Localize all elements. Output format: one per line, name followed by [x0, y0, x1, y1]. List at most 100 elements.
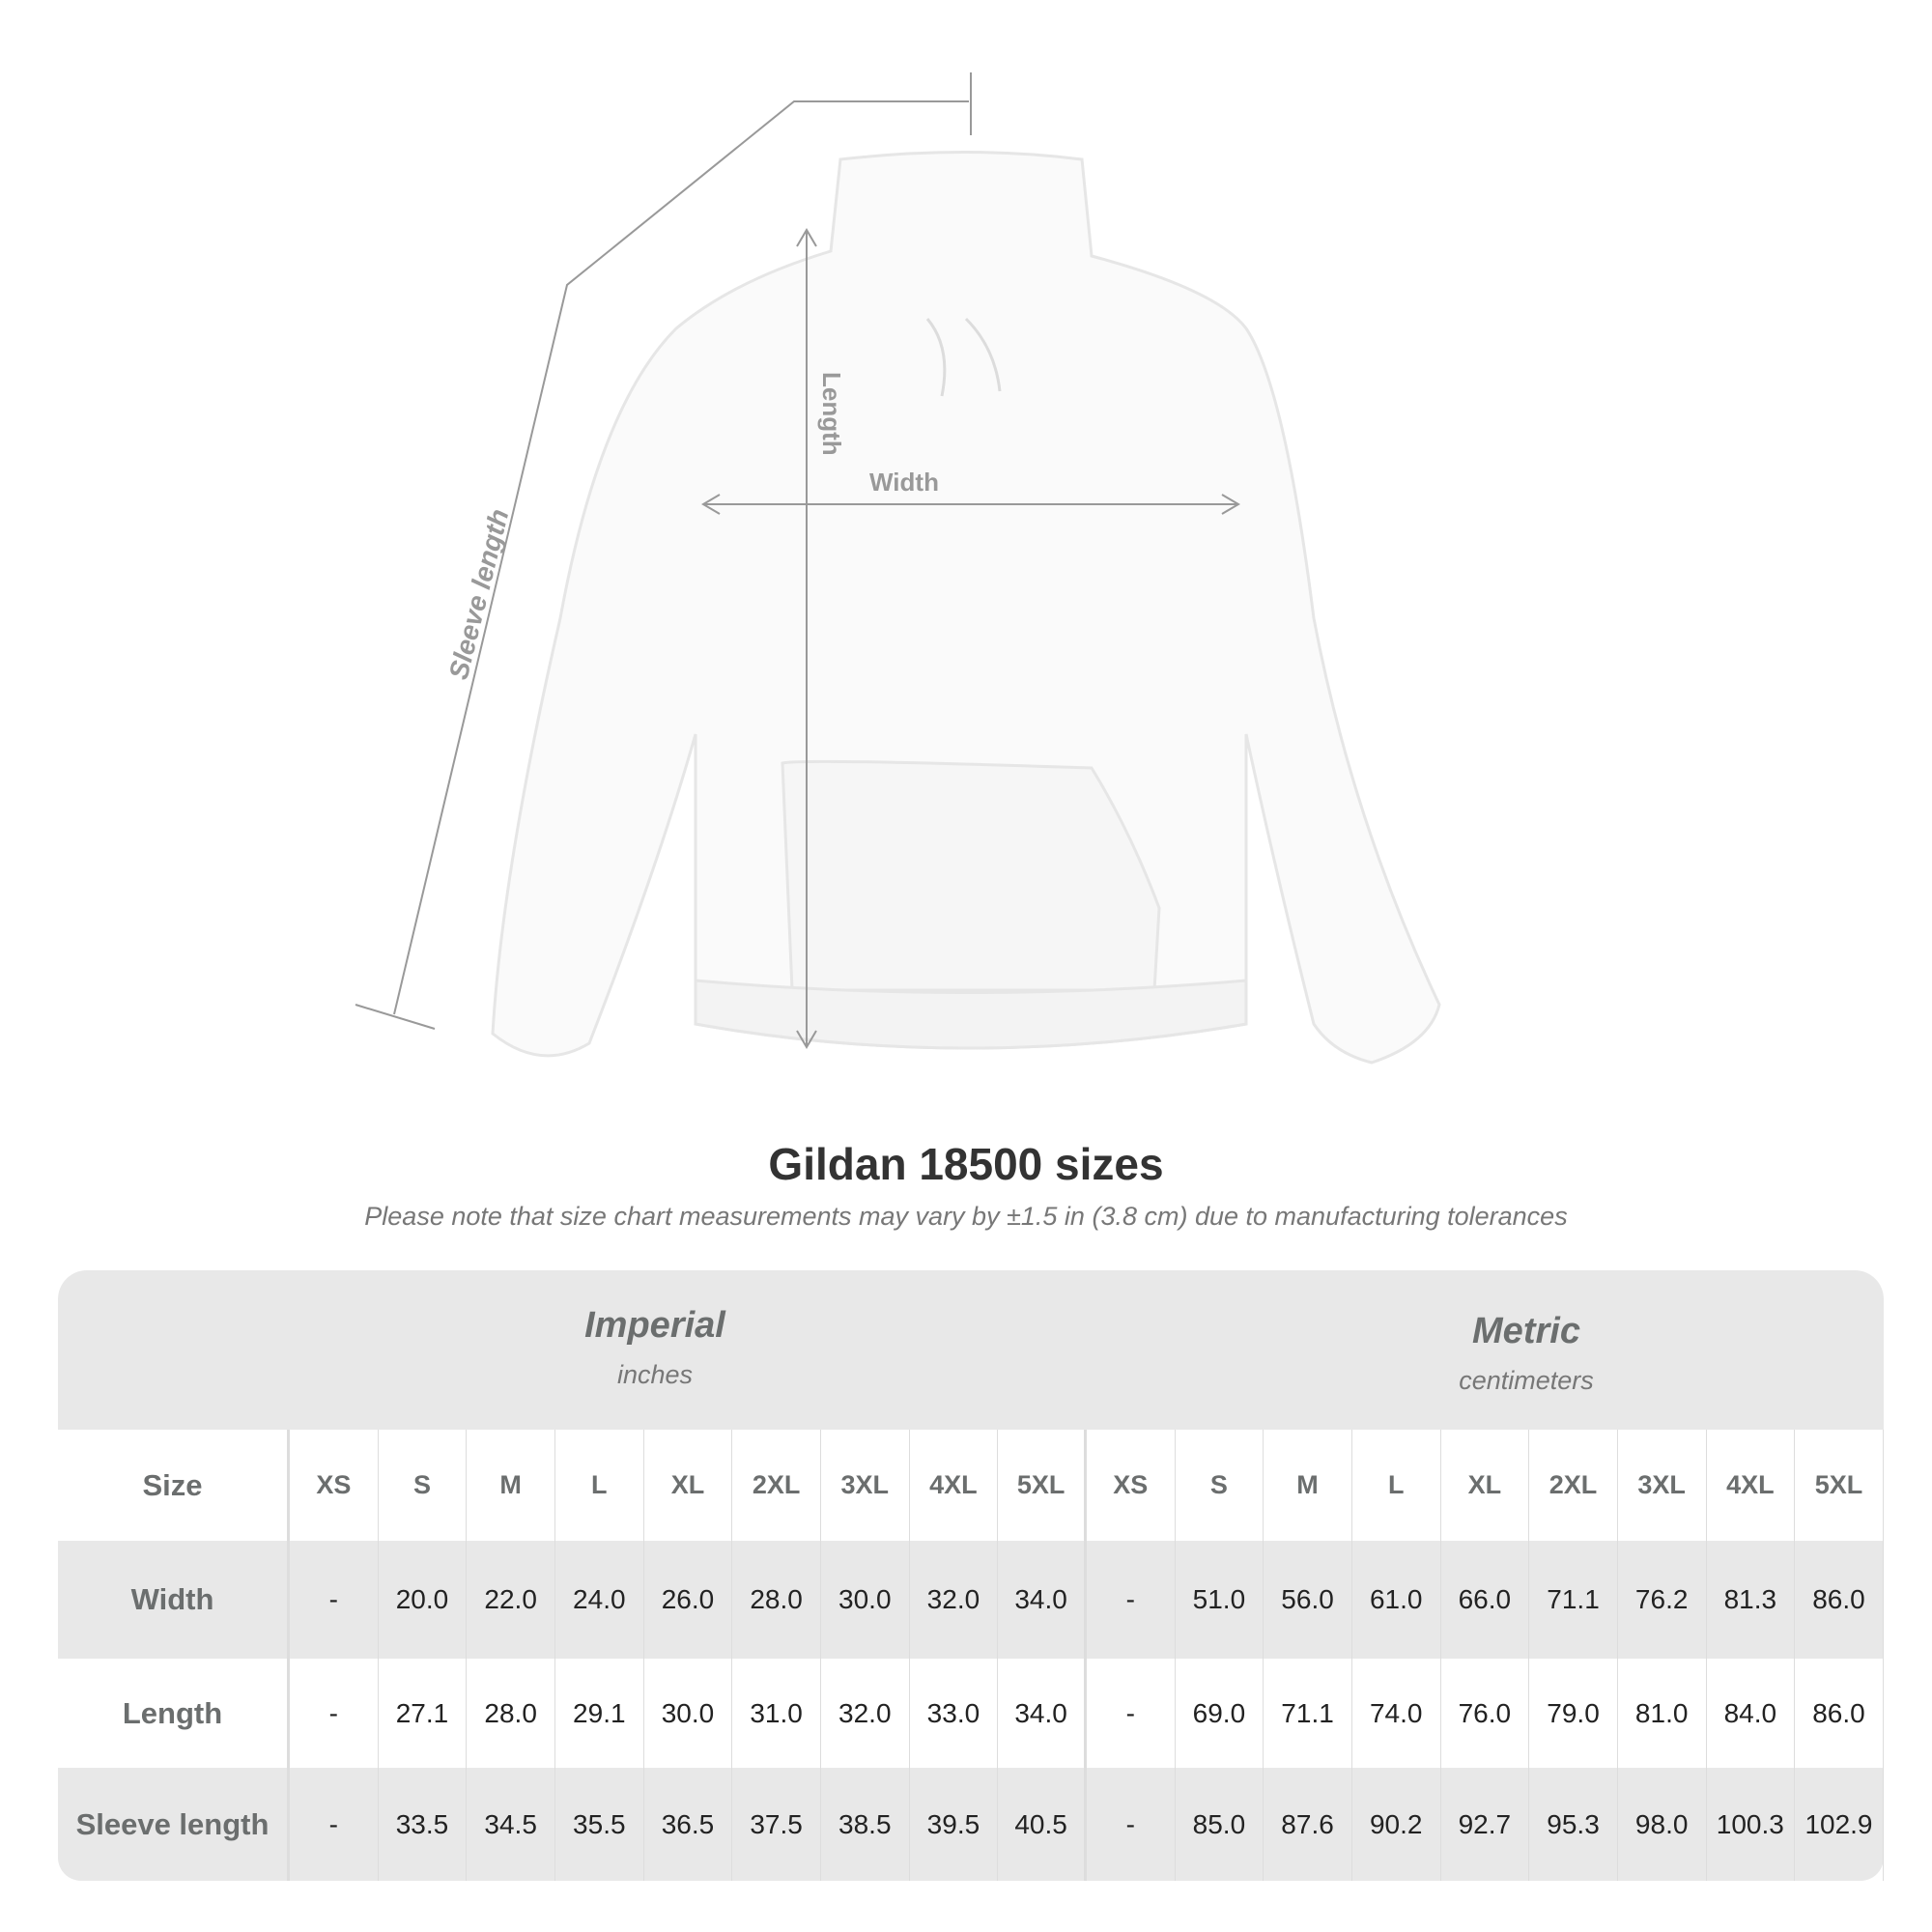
- imperial-value-cell: -: [290, 1541, 379, 1659]
- imperial-value-cell: 37.5: [732, 1768, 821, 1881]
- metric-size-5xl: 5XL: [1795, 1430, 1884, 1541]
- imperial-value-cell: 39.5: [910, 1768, 999, 1881]
- metric-value-cell: 84.0: [1707, 1659, 1796, 1768]
- imperial-value-cell: -: [290, 1768, 379, 1881]
- length-line: [796, 228, 817, 1049]
- metric-value-cell: 100.3: [1707, 1768, 1796, 1881]
- metric-value-cell: 71.1: [1529, 1541, 1618, 1659]
- hoodie-measurement-diagram: Length Width Sleeve length: [355, 72, 1441, 1065]
- metric-value-cell: 92.7: [1441, 1768, 1530, 1881]
- imperial-value-cell: 33.0: [910, 1659, 999, 1768]
- header-band: [58, 1270, 1884, 1430]
- metric-value-cell: 76.2: [1618, 1541, 1707, 1659]
- chart-title: Gildan 18500 sizes: [768, 1139, 1164, 1189]
- imperial-value-cell: 33.5: [379, 1768, 468, 1881]
- imperial-title: Imperial: [584, 1305, 725, 1346]
- imperial-value-cell: 28.0: [467, 1659, 555, 1768]
- metric-value-cell: -: [1087, 1541, 1176, 1659]
- metric-value-cell: 81.0: [1618, 1659, 1707, 1768]
- metric-value-cell: 74.0: [1352, 1659, 1441, 1768]
- imperial-value-cell: 36.5: [644, 1768, 733, 1881]
- metric-value-cell: -: [1087, 1659, 1176, 1768]
- size-table: Imperial inches Metric centimeters Size X…: [58, 1270, 1884, 1881]
- imperial-value-cell: 31.0: [732, 1659, 821, 1768]
- row-band-width: [58, 1541, 1884, 1659]
- metric-header: Metric centimeters: [1188, 1311, 1864, 1396]
- imperial-value-cell: 32.0: [821, 1659, 910, 1768]
- metric-size-xs: XS: [1087, 1430, 1176, 1541]
- imperial-value-cell: 34.0: [998, 1659, 1087, 1768]
- imperial-unit: inches: [616, 1360, 694, 1389]
- metric-size-3xl: 3XL: [1618, 1430, 1707, 1541]
- row-label: Width: [58, 1541, 290, 1659]
- imperial-value-cell: 29.1: [555, 1659, 644, 1768]
- imperial-size-xl: XL: [644, 1430, 733, 1541]
- metric-value-cell: 85.0: [1176, 1768, 1264, 1881]
- metric-value-cell: 95.3: [1529, 1768, 1618, 1881]
- hoodie-illustration: [491, 151, 1441, 1065]
- imperial-value-cell: 34.0: [998, 1541, 1087, 1659]
- imperial-value-cell: 38.5: [821, 1768, 910, 1881]
- metric-value-cell: 102.9: [1795, 1768, 1884, 1881]
- imperial-size-xs: XS: [290, 1430, 379, 1541]
- metric-size-2xl: 2XL: [1529, 1430, 1618, 1541]
- metric-value-cell: 69.0: [1176, 1659, 1264, 1768]
- metric-value-cell: 86.0: [1795, 1541, 1884, 1659]
- metric-value-cell: 90.2: [1352, 1768, 1441, 1881]
- size-header-row: Size XS S M L XL 2XL 3XL 4XL 5XL XS S M L XL 2XL 3XL 4XL 5…: [58, 1430, 1884, 1541]
- imperial-size-m: M: [467, 1430, 555, 1541]
- imperial-value-cell: 24.0: [555, 1541, 644, 1659]
- table-row-sleeve-length: Sleeve length -33.5 34.5 35.5 36.5 37.5 38.5 39…: [58, 1768, 1884, 1881]
- imperial-value-cell: 32.0: [910, 1541, 999, 1659]
- imperial-value-cell: 20.0: [379, 1541, 468, 1659]
- imperial-size-5xl: 5XL: [998, 1430, 1087, 1541]
- imperial-value-cell: -: [290, 1659, 379, 1768]
- width-label: Width: [869, 468, 939, 497]
- metric-value-cell: 51.0: [1176, 1541, 1264, 1659]
- metric-value-cell: 71.1: [1264, 1659, 1352, 1768]
- metric-size-l: L: [1352, 1430, 1441, 1541]
- sleeve-length-line: [355, 72, 972, 1030]
- metric-value-cell: 81.3: [1707, 1541, 1796, 1659]
- imperial-header: Imperial inches: [317, 1305, 993, 1390]
- metric-size-4xl: 4XL: [1707, 1430, 1796, 1541]
- metric-value-cell: -: [1087, 1768, 1176, 1881]
- imperial-size-s: S: [379, 1430, 468, 1541]
- metric-size-s: S: [1176, 1430, 1264, 1541]
- imperial-value-cell: 22.0: [467, 1541, 555, 1659]
- metric-value-cell: 98.0: [1618, 1768, 1707, 1881]
- tolerance-note: Please note that size chart measurements…: [364, 1202, 1568, 1231]
- table-row-width: Width -20.0 22.0 24.0 26.0 28.0 30.0 32.0 34.0-5…: [58, 1541, 1884, 1659]
- row-label: Length: [58, 1659, 290, 1768]
- imperial-size-l: L: [555, 1430, 644, 1541]
- metric-size-m: M: [1264, 1430, 1352, 1541]
- metric-value-cell: 56.0: [1264, 1541, 1352, 1659]
- imperial-value-cell: 28.0: [732, 1541, 821, 1659]
- imperial-value-cell: 30.0: [821, 1541, 910, 1659]
- imperial-value-cell: 27.1: [379, 1659, 468, 1768]
- imperial-value-cell: 26.0: [644, 1541, 733, 1659]
- metric-value-cell: 76.0: [1441, 1659, 1530, 1768]
- imperial-size-3xl: 3XL: [821, 1430, 910, 1541]
- width-line: [701, 494, 1240, 515]
- imperial-value-cell: 35.5: [555, 1768, 644, 1881]
- row-label: Sleeve length: [58, 1768, 290, 1881]
- imperial-size-4xl: 4XL: [910, 1430, 999, 1541]
- table-row-length: Length -27.1 28.0 29.1 30.0 31.0 32.0 33.0 34.0-…: [58, 1659, 1884, 1768]
- metric-title: Metric: [1472, 1311, 1580, 1351]
- row-band-sleeve: [58, 1768, 1884, 1881]
- imperial-value-cell: 40.5: [998, 1768, 1087, 1881]
- metric-value-cell: 61.0: [1352, 1541, 1441, 1659]
- sleeve-length-label: Sleeve length: [443, 506, 515, 683]
- metric-value-cell: 87.6: [1264, 1768, 1352, 1881]
- metric-size-xl: XL: [1441, 1430, 1530, 1541]
- size-label: Size: [58, 1430, 290, 1541]
- imperial-value-cell: 30.0: [644, 1659, 733, 1768]
- metric-unit: centimeters: [1459, 1366, 1594, 1395]
- metric-value-cell: 86.0: [1795, 1659, 1884, 1768]
- metric-value-cell: 79.0: [1529, 1659, 1618, 1768]
- metric-value-cell: 66.0: [1441, 1541, 1530, 1659]
- imperial-size-2xl: 2XL: [732, 1430, 821, 1541]
- imperial-value-cell: 34.5: [467, 1768, 555, 1881]
- length-label: Length: [817, 372, 846, 456]
